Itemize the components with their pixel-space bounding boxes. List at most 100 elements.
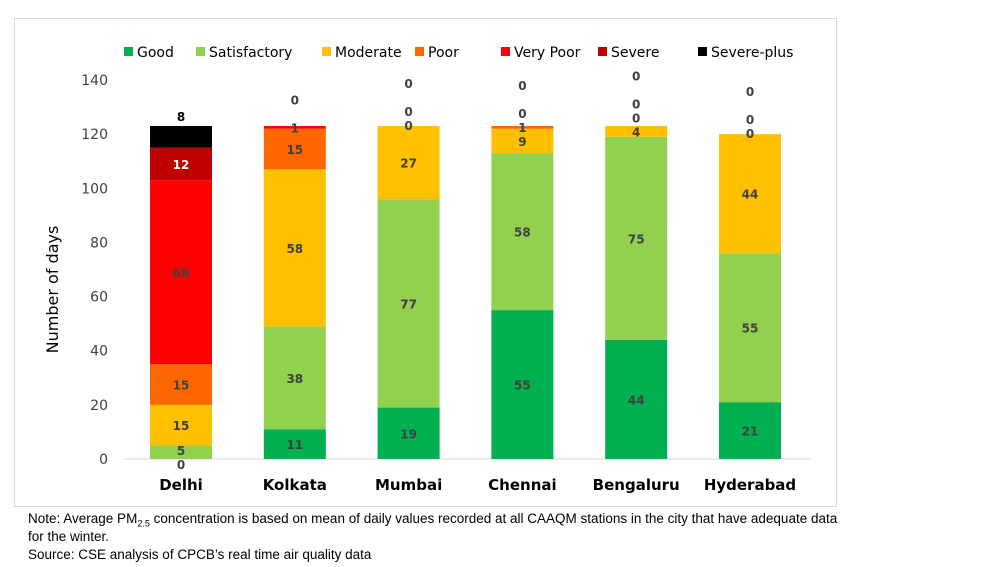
y-tick-label: 80 — [90, 235, 108, 251]
data-label: 21 — [742, 425, 759, 439]
note-prefix: Note: Average PM — [28, 511, 138, 526]
data-label: 0 — [177, 458, 185, 472]
data-label: 1 — [291, 121, 299, 135]
y-tick-label: 140 — [81, 73, 108, 89]
legend-swatch — [322, 47, 331, 56]
bar-segment — [719, 253, 781, 403]
y-tick-label: 40 — [90, 344, 108, 360]
bar-segment — [491, 128, 554, 154]
data-label: 0 — [291, 93, 299, 107]
data-label: 58 — [286, 242, 303, 256]
data-label: 44 — [742, 188, 759, 202]
data-label: 0 — [632, 97, 640, 111]
data-label: 58 — [514, 226, 531, 240]
bar-segment — [150, 126, 212, 148]
data-label: 15 — [173, 419, 190, 433]
chart-frame — [14, 18, 837, 507]
legend-swatch — [698, 47, 707, 56]
note-line-2: for the winter. — [28, 529, 110, 544]
source-note: Source: CSE analysis of CPCB’s real time… — [28, 547, 372, 562]
bar-segment — [605, 339, 668, 459]
legend-label: Severe — [611, 45, 659, 61]
data-label: 1 — [518, 121, 526, 135]
y-tick-label: 60 — [90, 290, 108, 306]
bar-segment — [150, 404, 212, 446]
data-label: 0 — [746, 113, 754, 127]
data-label: 0 — [404, 77, 412, 91]
data-label: 44 — [628, 393, 645, 407]
y-tick-label: 120 — [81, 127, 108, 143]
data-label: 11 — [286, 438, 303, 452]
bar-segment — [377, 407, 440, 459]
bar-segment — [491, 126, 554, 129]
data-label: 0 — [291, 107, 299, 121]
legend-swatch — [501, 47, 510, 56]
y-tick-label: 0 — [99, 452, 108, 468]
data-label: 0 — [518, 93, 526, 107]
y-axis-title: Number of days — [43, 226, 62, 354]
data-label: 0 — [518, 107, 526, 121]
legend-swatch — [196, 47, 205, 56]
bar-segment — [263, 326, 326, 430]
bar-segment — [263, 429, 326, 459]
data-label: 0 — [404, 91, 412, 105]
bar-segment — [605, 126, 668, 137]
bar-segment — [491, 310, 554, 459]
bar-segment — [377, 199, 440, 408]
data-label: 0 — [404, 119, 412, 133]
data-label: 0 — [632, 83, 640, 97]
bar-segment — [150, 180, 212, 365]
data-label: 0 — [746, 99, 754, 113]
bar-segment — [263, 169, 326, 327]
legend-swatch — [598, 47, 607, 56]
data-label: 9 — [518, 135, 526, 149]
x-tick-label: Chennai — [488, 476, 556, 494]
note-rest: concentration is based on mean of daily … — [149, 511, 838, 526]
legend-label: Moderate — [335, 45, 402, 61]
data-label: 5 — [177, 444, 185, 458]
note-line-1: Note: Average PM2.5 concentration is bas… — [28, 511, 838, 529]
data-label: 0 — [746, 127, 754, 141]
data-label: 15 — [286, 143, 303, 157]
y-tick-label: 20 — [90, 398, 108, 414]
data-label: 77 — [400, 297, 417, 311]
bar-segment — [719, 402, 781, 459]
data-label: 12 — [173, 158, 190, 172]
data-label: 27 — [400, 157, 417, 171]
data-label: 68 — [173, 266, 190, 280]
x-tick-label: Hyderabad — [704, 476, 796, 494]
legend-label: Very Poor — [514, 45, 581, 61]
data-label: 8 — [177, 110, 185, 124]
data-label: 0 — [518, 79, 526, 93]
data-label: 75 — [628, 232, 645, 246]
data-label: 38 — [286, 372, 303, 386]
legend-label: Poor — [428, 45, 459, 61]
bar-segment — [377, 126, 440, 200]
y-tick-label: 100 — [81, 181, 108, 197]
legend-label: Satisfactory — [209, 45, 292, 61]
x-tick-label: Mumbai — [375, 476, 442, 494]
bar-segment — [150, 445, 212, 459]
data-label: 4 — [632, 125, 640, 139]
data-label: 0 — [632, 111, 640, 125]
data-label: 0 — [632, 69, 640, 83]
bar-segment — [263, 128, 326, 170]
legend-swatch — [124, 47, 133, 56]
data-label: 15 — [173, 379, 190, 393]
x-tick-label: Delhi — [159, 476, 203, 494]
data-label: 0 — [404, 105, 412, 119]
note-subscript: 2.5 — [137, 518, 150, 529]
bar-segment — [491, 153, 554, 311]
data-label: 0 — [746, 85, 754, 99]
bar-segment — [719, 134, 781, 254]
legend-label: Good — [137, 45, 174, 61]
bar-segment — [605, 136, 668, 340]
bar-segment — [263, 126, 326, 129]
legend-swatch — [415, 47, 424, 56]
legend-label: Severe-plus — [711, 45, 793, 61]
data-label: 55 — [514, 379, 531, 393]
bar-segment — [150, 364, 212, 405]
x-tick-label: Kolkata — [263, 476, 327, 494]
data-label: 55 — [742, 322, 759, 336]
